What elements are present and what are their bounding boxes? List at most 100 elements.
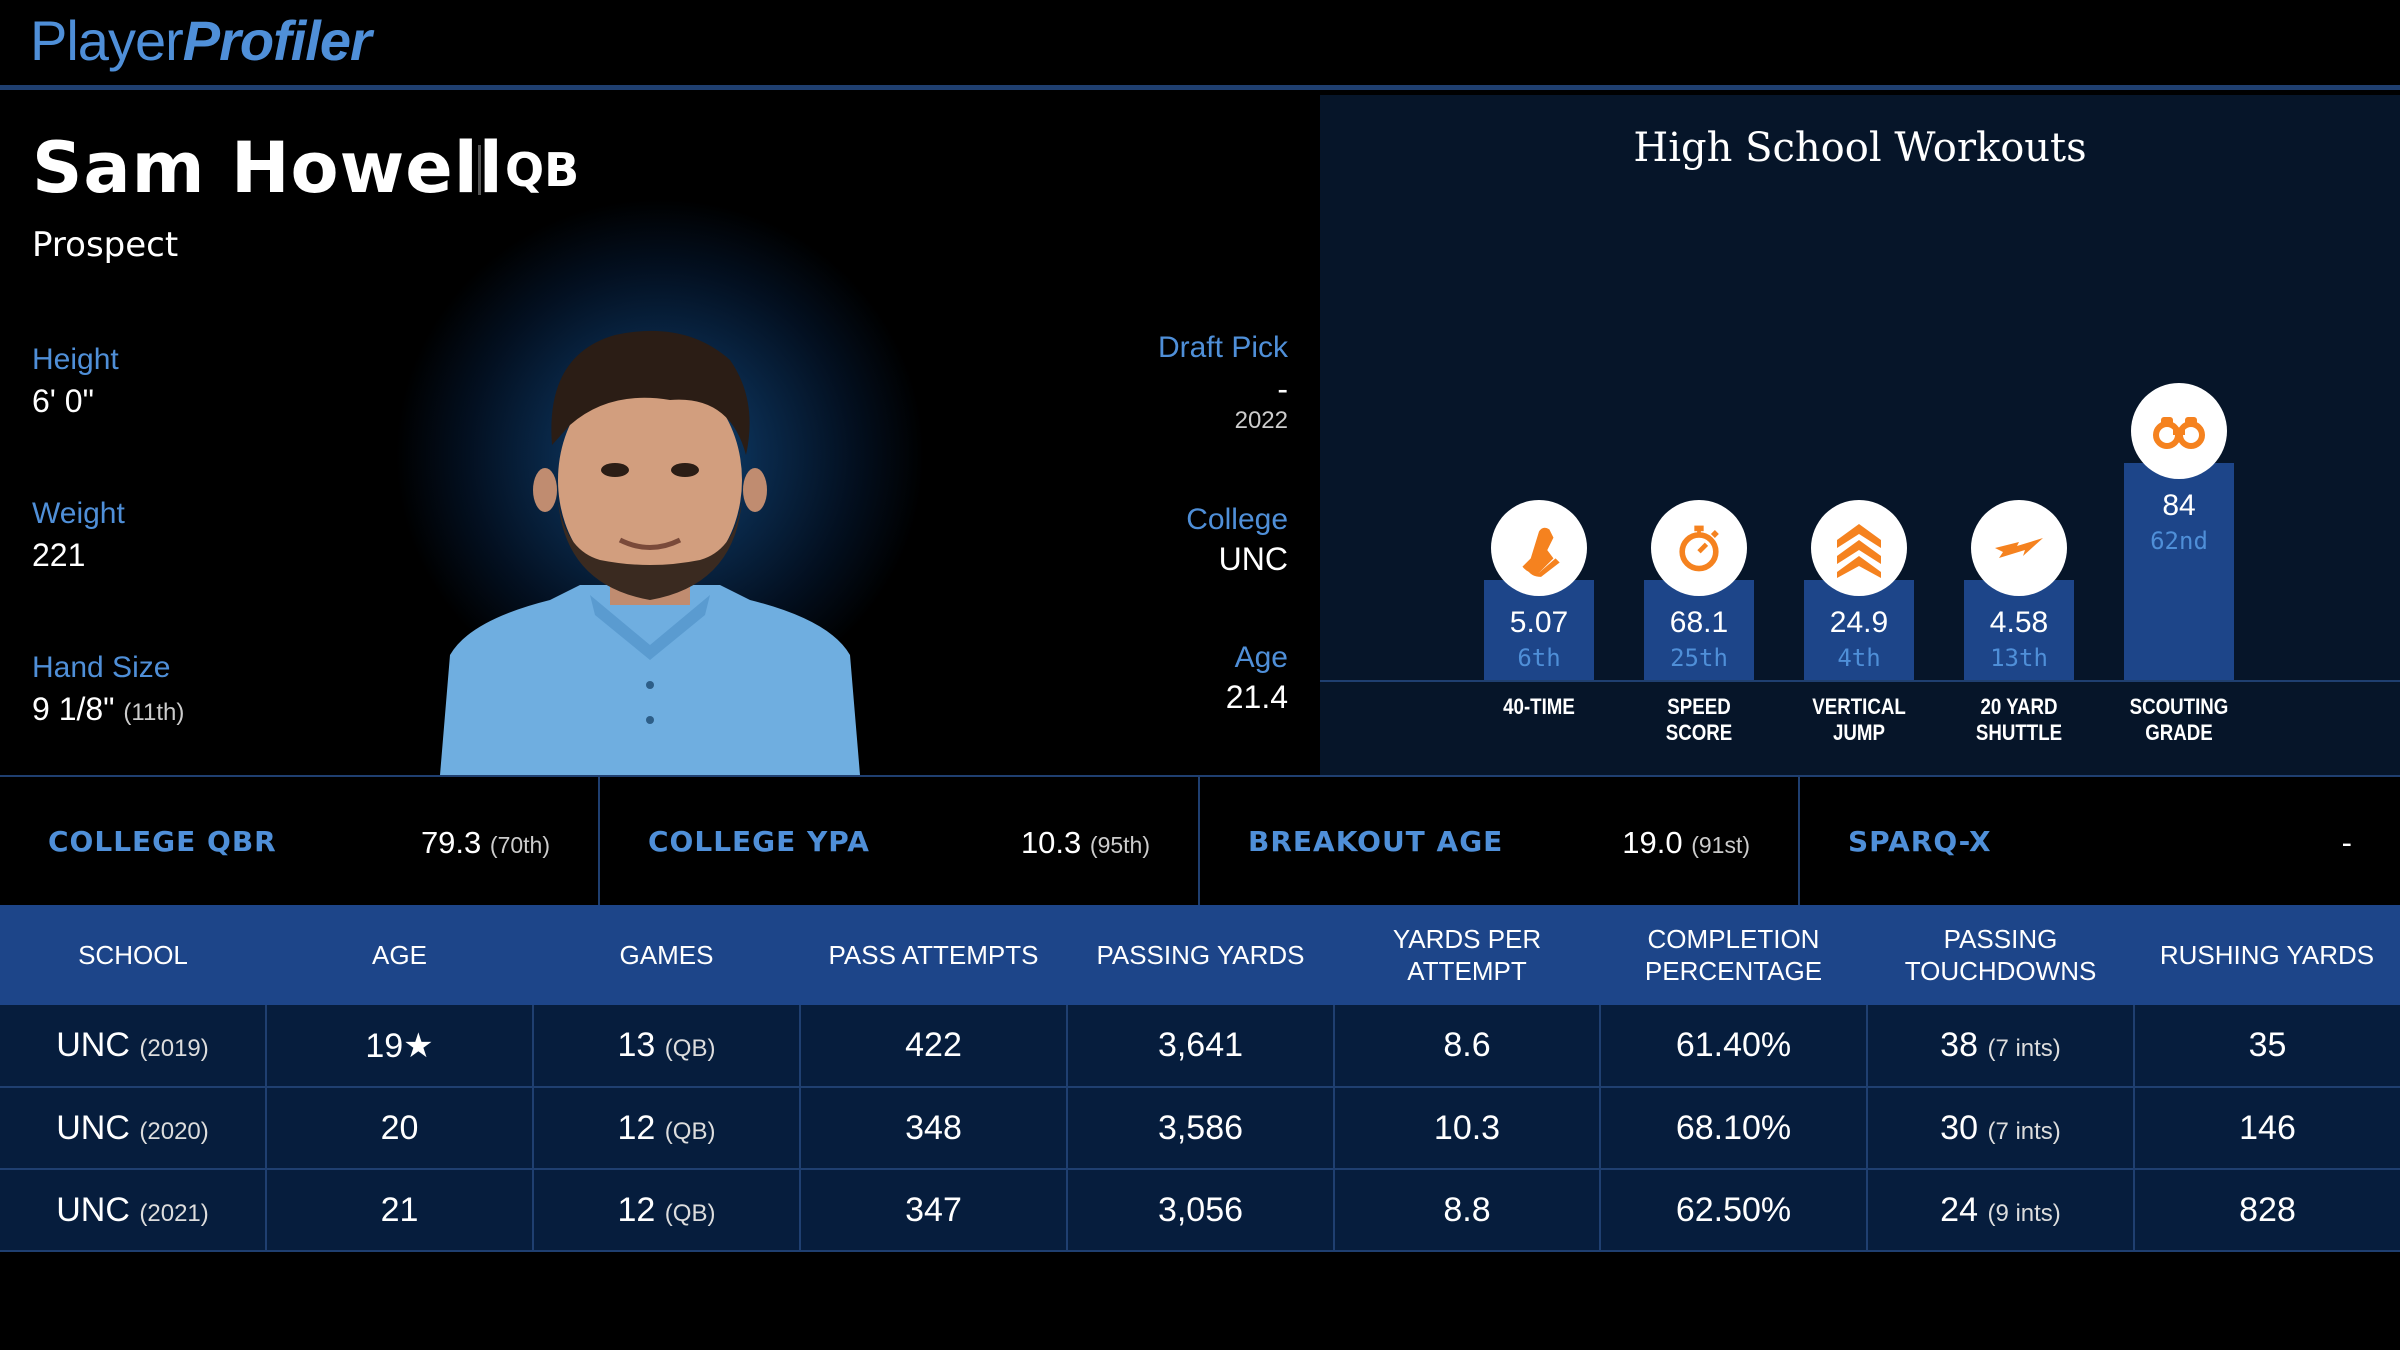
workout-bar (1804, 580, 1914, 680)
cell-rush: 35 (2134, 1005, 2400, 1088)
metric-college-qbr: COLLEGE QBR 79.3 (70th) (0, 777, 600, 907)
table-row: UNC (2021) 21 12 (QB) 347 3,056 8.8 62.5… (0, 1169, 2400, 1252)
metrics-row: COLLEGE QBR 79.3 (70th) COLLEGE YPA 10.3… (0, 775, 2400, 907)
cell-att: 347 (800, 1169, 1068, 1252)
weight-label: Weight (32, 497, 125, 530)
cell-school: UNC (2020) (0, 1087, 267, 1170)
col-header-passing-tds[interactable]: Passing Touchdowns (1867, 905, 2134, 1005)
col-header-pass-attempts[interactable]: Pass Attempts (800, 905, 1067, 1005)
col-header-school[interactable]: School (0, 905, 266, 1005)
workout-label: 40-TIME (1503, 694, 1575, 719)
logo-part2: Profiler (182, 9, 372, 72)
table-row: UNC (2020) 20 12 (QB) 348 3,586 10.3 68.… (0, 1087, 2400, 1170)
table-row: UNC (2019) 19★ 13 (QB) 422 3,641 8.6 61.… (0, 1005, 2400, 1088)
workout-label: 20 YARD SHUTTLE (1975, 694, 2063, 745)
college-value: UNC (1218, 541, 1288, 577)
workouts-panel: High School Workouts 5.07 6th 40-TIME 68.1 2… (1320, 95, 2400, 775)
cell-games: 12 (QB) (533, 1087, 801, 1170)
player-photo (440, 330, 860, 775)
player-position: QB (505, 143, 580, 197)
metric-value: 19.0 (91st) (1622, 825, 1750, 860)
cell-games: 12 (QB) (533, 1169, 801, 1252)
cell-age: 20 (266, 1087, 534, 1170)
cell-games: 13 (QB) (533, 1005, 801, 1088)
college-stats-table: School Age Games Pass Attempts Passing Y… (0, 905, 2400, 1252)
cell-yds: 3,641 (1067, 1005, 1335, 1088)
metric-label[interactable]: COLLEGE QBR (48, 825, 277, 858)
cell-att: 348 (800, 1087, 1068, 1170)
cell-ypa: 8.6 (1334, 1005, 1601, 1088)
age-value: 21.4 (1225, 679, 1288, 715)
player-name: Sam Howell (32, 127, 504, 209)
cell-td: 30 (7 ints) (1867, 1087, 2135, 1170)
workout-value: 5.07 (1509, 606, 1569, 639)
cell-td: 24 (9 ints) (1867, 1169, 2135, 1252)
workout-label: SCOUTING GRADE (2129, 694, 2229, 745)
col-header-rushing-yards[interactable]: Rushing Yards (2134, 905, 2400, 1005)
workout-label: VERTICAL JUMP (1812, 694, 1906, 745)
logo-part1: Player (30, 9, 184, 72)
metric-value: 79.3 (70th) (420, 825, 550, 860)
cell-rush: 828 (2134, 1169, 2400, 1252)
metric-value: - (2341, 825, 2352, 860)
workout-label: SPEED SCORE (1665, 694, 1733, 745)
cell-school: UNC (2019) (0, 1005, 267, 1088)
col-header-yards-per-attempt[interactable]: Yards Per Attempt (1334, 905, 1600, 1005)
name-divider (478, 145, 481, 195)
binoculars-icon (2131, 383, 2227, 479)
shoe-icon (1491, 500, 1587, 596)
cell-age: 21 (266, 1169, 534, 1252)
cell-ypa: 10.3 (1334, 1087, 1601, 1170)
hand-size-value: 9 1/8" (11th) (32, 691, 185, 727)
col-header-completion-pct[interactable]: Completion Percentage (1600, 905, 1867, 1005)
cell-pct: 68.10% (1600, 1087, 1868, 1170)
top-bar: PlayerProfiler (0, 0, 2400, 90)
workout-value: 4.58 (1989, 606, 2049, 639)
workout-bar (1644, 580, 1754, 680)
player-status: Prospect (32, 225, 179, 265)
cell-pct: 61.40% (1600, 1005, 1868, 1088)
chart-baseline (1320, 680, 2400, 682)
draft-pick-label: Draft Pick (1157, 331, 1288, 364)
hand-size-percentile: (11th) (123, 699, 185, 726)
draft-pick-value: - (1277, 371, 1288, 407)
lightning-icon (1971, 500, 2067, 596)
height-value: 6' 0" (32, 383, 94, 419)
metric-label[interactable]: BREAKOUT AGE (1248, 825, 1504, 858)
cell-pct: 62.50% (1600, 1169, 1868, 1252)
col-header-passing-yards[interactable]: Passing Yards (1067, 905, 1334, 1005)
workout-percentile: 13th (1990, 644, 2048, 672)
draft-year: 2022 (1234, 407, 1288, 434)
hand-size-label: Hand Size (32, 651, 171, 684)
stopwatch-icon (1651, 500, 1747, 596)
cell-age: 19★ (266, 1005, 534, 1088)
age-label: Age (1234, 641, 1288, 674)
cell-school: UNC (2021) (0, 1169, 267, 1252)
college-label: College (1186, 503, 1288, 536)
cell-yds: 3,056 (1067, 1169, 1335, 1252)
cell-td: 38 (7 ints) (1867, 1005, 2135, 1088)
height-label: Height (32, 343, 119, 376)
workouts-title: High School Workouts (1633, 125, 2087, 171)
metric-label[interactable]: SPARQ-X (1848, 825, 1992, 858)
chevrons-up-icon (1811, 500, 1907, 596)
site-logo[interactable]: PlayerProfiler (30, 8, 372, 74)
metric-college-ypa: COLLEGE YPA 10.3 (95th) (600, 777, 1200, 907)
player-panel: Sam Howell QB Prospect Height 6' 0" Weig… (0, 95, 1320, 775)
cell-yds: 3,586 (1067, 1087, 1335, 1170)
cell-rush: 146 (2134, 1087, 2400, 1170)
cell-att: 422 (800, 1005, 1068, 1088)
workout-percentile: 62nd (2150, 527, 2208, 555)
table-header-row: School Age Games Pass Attempts Passing Y… (0, 905, 2400, 1005)
workout-percentile: 4th (1837, 644, 1881, 672)
metric-breakout-age: BREAKOUT AGE 19.0 (91st) (1200, 777, 1800, 907)
metric-label[interactable]: COLLEGE YPA (648, 825, 870, 858)
metric-value: 10.3 (95th) (1020, 825, 1150, 860)
workout-value: 84 (2162, 489, 2196, 522)
col-header-games[interactable]: Games (533, 905, 800, 1005)
col-header-age[interactable]: Age (266, 905, 533, 1005)
workout-value: 68.1 (1669, 606, 1729, 639)
workout-percentile: 25th (1670, 644, 1728, 672)
workout-value: 24.9 (1829, 606, 1889, 639)
cell-ypa: 8.8 (1334, 1169, 1601, 1252)
